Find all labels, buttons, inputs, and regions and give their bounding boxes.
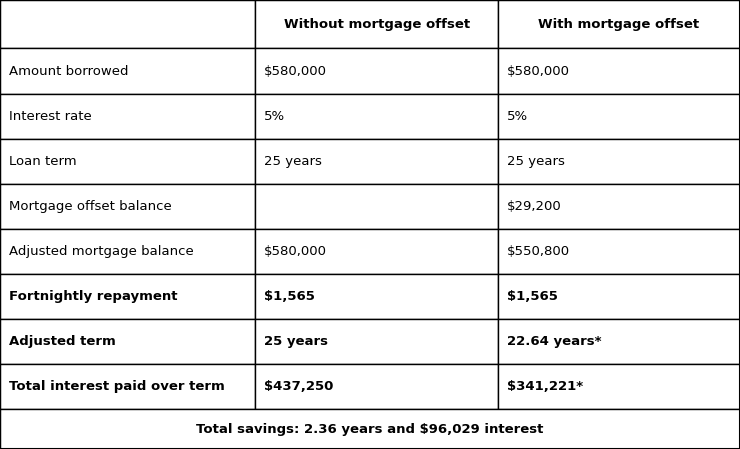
Text: Adjusted mortgage balance: Adjusted mortgage balance [9,245,194,258]
Bar [498,274,740,319]
Bar [0,184,255,229]
Text: $1,565: $1,565 [507,290,558,303]
Bar [498,184,740,229]
Bar [255,139,498,184]
Text: $437,250: $437,250 [264,380,334,393]
Text: Interest rate: Interest rate [9,110,92,123]
Text: Without mortgage offset: Without mortgage offset [283,18,470,31]
Bar [0,94,255,139]
Bar [0,0,255,48]
Text: 25 years: 25 years [507,155,565,168]
Text: Total interest paid over term: Total interest paid over term [9,380,225,393]
Text: $341,221*: $341,221* [507,380,583,393]
Text: $29,200: $29,200 [507,200,562,213]
Text: Mortgage offset balance: Mortgage offset balance [9,200,172,213]
Bar [255,94,498,139]
Bar [255,365,498,409]
Text: $580,000: $580,000 [264,65,327,78]
Text: $1,565: $1,565 [264,290,315,303]
Bar [255,0,498,48]
Text: 25 years: 25 years [264,335,328,348]
Bar [498,319,740,365]
Bar [255,48,498,94]
Text: $550,800: $550,800 [507,245,570,258]
Bar [0,365,255,409]
Bar [498,48,740,94]
Text: 22.64 years*: 22.64 years* [507,335,602,348]
Text: Total savings: 2.36 years and $96,029 interest: Total savings: 2.36 years and $96,029 in… [196,423,544,436]
Text: 5%: 5% [264,110,286,123]
Bar [498,0,740,48]
Bar [255,319,498,365]
Text: With mortgage offset: With mortgage offset [539,18,699,31]
Text: 25 years: 25 years [264,155,322,168]
Text: Adjusted term: Adjusted term [9,335,115,348]
Bar [255,184,498,229]
Bar [0,274,255,319]
Bar [255,274,498,319]
Bar [255,229,498,274]
Text: $580,000: $580,000 [507,65,570,78]
Text: Amount borrowed: Amount borrowed [9,65,128,78]
Text: Loan term: Loan term [9,155,76,168]
Bar [0,319,255,365]
Text: Fortnightly repayment: Fortnightly repayment [9,290,178,303]
Bar [498,229,740,274]
Text: $580,000: $580,000 [264,245,327,258]
Bar [0,48,255,94]
Bar [498,365,740,409]
Bar [0,409,740,449]
Bar [0,229,255,274]
Bar [498,94,740,139]
Text: 5%: 5% [507,110,528,123]
Bar [498,139,740,184]
Bar [0,139,255,184]
